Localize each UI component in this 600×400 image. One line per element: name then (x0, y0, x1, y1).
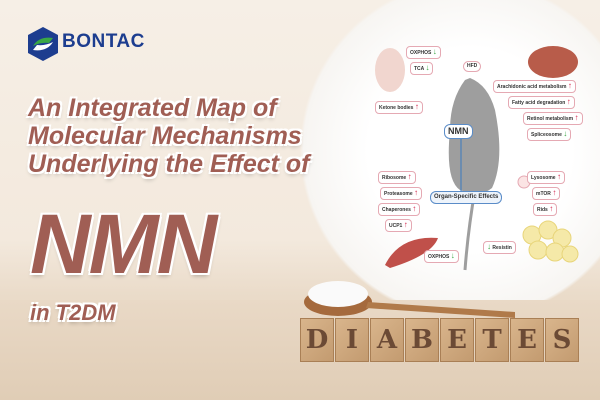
adipose-rids-label: Rids ↑ (533, 203, 558, 216)
letter-block: E (510, 318, 544, 362)
muscle-oxphos-label: OXPHOS ↓ (424, 250, 459, 263)
muscle-ribosome-label: Ribosome ↑ (378, 171, 416, 184)
letter-block: B (405, 318, 439, 362)
muscle-chaperones-label: Chaperones ↑ (378, 203, 421, 216)
brain-oxphos-label: OXPHOS ↓ (406, 46, 441, 59)
adipose-lysosome-label: Lysosome ↑ (527, 171, 565, 184)
brain-ketone-label: Ketone bodies ↑ (375, 101, 423, 114)
nmn-center-label: NMN (444, 124, 473, 139)
letter-block: S (545, 318, 579, 362)
letter-block: T (475, 318, 509, 362)
adipose-mtor-label: mTOR ↑ (532, 187, 561, 200)
brain-shape (375, 48, 405, 92)
diabetes-blocks: D I A B E T E S (300, 318, 579, 362)
bontac-logo-icon (28, 27, 58, 61)
letter-block: E (440, 318, 474, 362)
organ-effects-hub: Organ-Specific Effects (430, 191, 503, 204)
liver-arachidonic-label: Arachidonic acid metabolism ↑ (493, 80, 576, 93)
muscle-proteasome-label: Proteasome ↑ (380, 187, 423, 200)
brain-tca-label: TCA ↓ (410, 62, 434, 75)
headline-line-2: Molecular Mechanisms (28, 122, 302, 150)
liver-spliceosome-label: Spliceosome ↓ (527, 128, 572, 141)
muscle-shape (385, 237, 438, 268)
adipose-shape (522, 220, 579, 263)
headline-nmn: NMN (30, 197, 217, 291)
liver-fatty-acid-label: Fatty acid degradation ↑ (508, 96, 575, 109)
headline-line-3: Underlying the Effect of (28, 150, 310, 178)
liver-retinol-label: Retinol metabolism ↑ (523, 112, 583, 125)
letter-block: A (370, 318, 404, 362)
letter-block: I (335, 318, 369, 362)
letter-block: D (300, 318, 334, 362)
headline-line-4: in T2DM (30, 300, 116, 325)
muscle-ucp1-label: UCP1 ↑ (385, 219, 412, 232)
spoon-with-powder (304, 281, 515, 318)
liver-shape (528, 46, 578, 78)
hfd-label: HFD (463, 61, 482, 72)
headline-line-1: An Integrated Map of (28, 94, 277, 122)
brand-name: BONTAC (62, 31, 145, 52)
adipose-resistin-label: ↓ Resistin (483, 241, 516, 254)
